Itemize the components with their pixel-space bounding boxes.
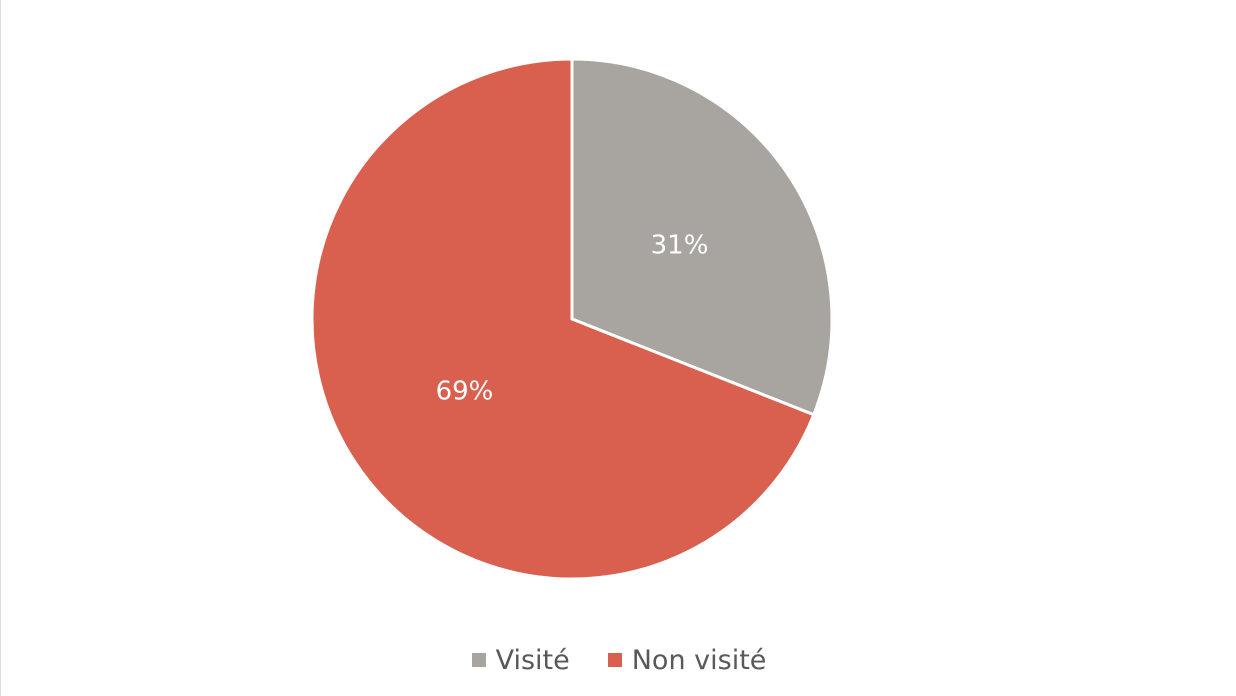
legend-label-non-visite: Non visité [631, 644, 767, 676]
legend-swatch-non-visite [607, 653, 622, 667]
pie-slice-non-visite [310, 57, 816, 581]
legend-swatch-visite [471, 653, 486, 667]
data-label-visite: 31% [651, 230, 709, 260]
legend-label-visite: Visité [495, 644, 570, 676]
legend-item-non-visite: Non visité [607, 644, 767, 676]
legend-item-visite: Visité [471, 644, 570, 676]
legend: Visité Non visité [1, 640, 1236, 680]
data-label-non-visite: 69% [436, 377, 494, 407]
pie-slice-visite [570, 57, 834, 417]
